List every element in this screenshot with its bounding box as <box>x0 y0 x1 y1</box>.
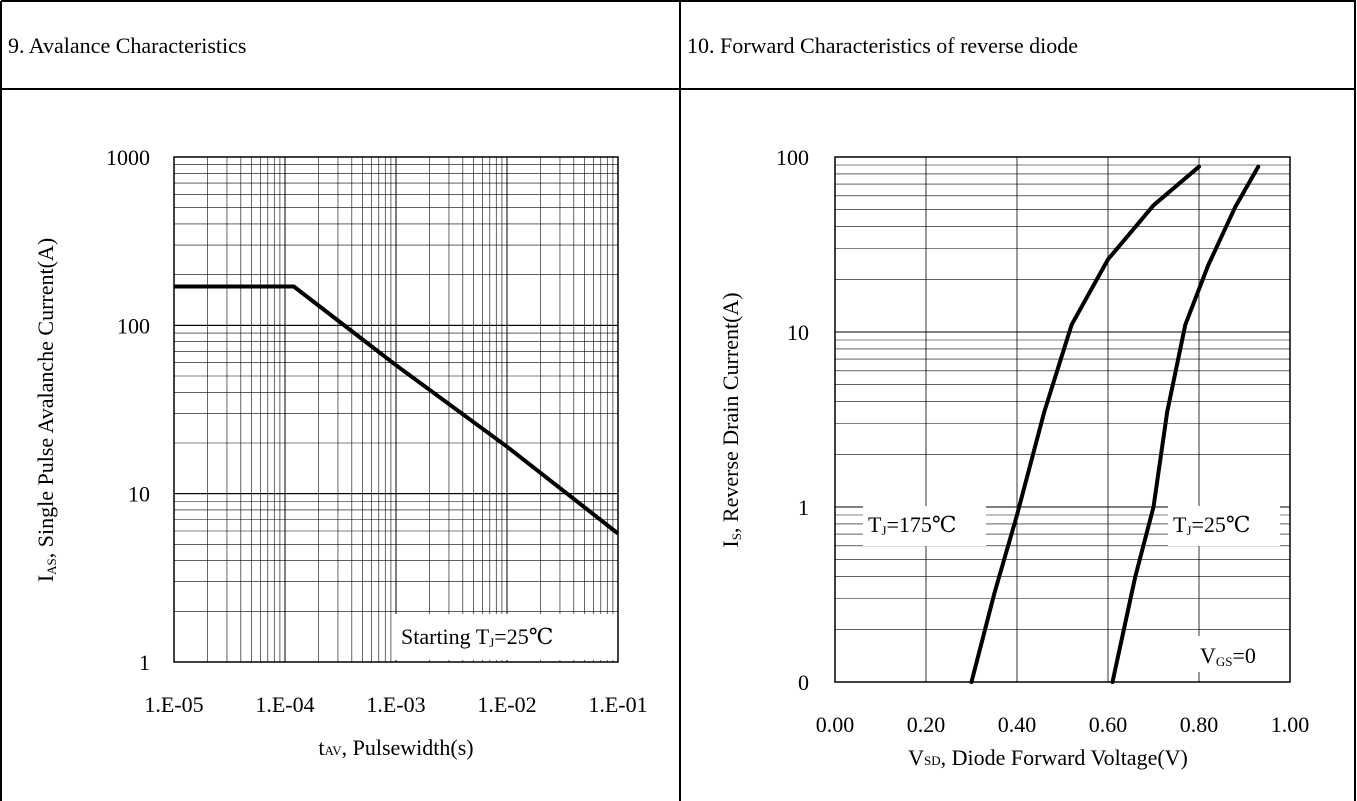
avalanche-x-tick-label: 1.E-03 <box>366 692 425 717</box>
avalanche-x-tick-label: 1.E-01 <box>588 692 647 717</box>
diode-y-tick-label: 100 <box>776 145 809 170</box>
avalanche-x-tick-label: 1.E-05 <box>144 692 203 717</box>
diode-annotation-175-bg <box>863 506 986 546</box>
diode-y-tick-labels: 0 1 10 100 <box>776 145 809 695</box>
avalanche-y-tick-labels: 1 10 100 1000 <box>106 145 150 675</box>
diode-y-axis-label: IS, Reverse Drain Current(A) <box>718 292 744 547</box>
diode-x-tick-label: 1.00 <box>1271 712 1310 737</box>
avalanche-x-axis-label: tAV, Pulsewidth(s) <box>318 735 473 760</box>
diode-annotation-vgs: VGS=0 <box>1200 643 1256 669</box>
diode-x-axis-label: VSD, Diode Forward Voltage(V) <box>908 745 1188 770</box>
diode-curve <box>1110 164 1261 684</box>
diode-y-tick-label: 1 <box>798 495 809 520</box>
diode-y-tick-label: 10 <box>787 320 809 345</box>
avalanche-y-axis-label: IAS, Single Pulse Avalanche Current(A) <box>33 238 59 582</box>
avalanche-y-tick-label: 1000 <box>106 145 150 170</box>
avalanche-x-tick-label: 1.E-04 <box>255 692 314 717</box>
diode-chart: 0 1 10 100 0.00 0.20 0.40 0.60 0.80 1.00 IS, Rev… <box>718 145 1309 770</box>
avalanche-y-tick-label: 100 <box>117 313 150 338</box>
diode-annotation-175: TJ=175℃ <box>868 512 957 538</box>
diode-x-tick-label: 0.20 <box>907 712 946 737</box>
avalanche-x-tick-labels: 1.E-05 1.E-04 1.E-03 1.E-02 1.E-01 <box>144 692 647 717</box>
diode-x-tick-label: 0.00 <box>816 712 855 737</box>
diode-x-tick-labels: 0.00 0.20 0.40 0.60 0.80 1.00 <box>816 712 1310 737</box>
right-panel-title: 10. Forward Characteristics of reverse d… <box>687 33 1078 58</box>
avalanche-annotation-bg <box>394 614 616 660</box>
diode-x-tick-label: 0.60 <box>1089 712 1128 737</box>
diode-annotation-vgs-bg <box>1196 636 1282 672</box>
avalanche-y-tick-label: 10 <box>128 482 150 507</box>
diode-series <box>969 164 1261 684</box>
diode-x-tick-label: 0.40 <box>998 712 1037 737</box>
avalanche-x-tick-label: 1.E-02 <box>477 692 536 717</box>
diode-y-tick-label: 0 <box>798 670 809 695</box>
avalanche-curve <box>174 284 620 536</box>
avalanche-annotation: Starting TJ=25℃ <box>401 624 553 650</box>
avalanche-plot-area <box>173 156 619 663</box>
diode-annotation-25: TJ=25℃ <box>1173 512 1251 538</box>
avalanche-grid <box>173 156 619 663</box>
diode-x-tick-label: 0.80 <box>1180 712 1219 737</box>
diode-plot-area <box>834 156 1291 683</box>
avalanche-series <box>174 284 620 536</box>
diode-annotation-25-bg <box>1168 506 1280 546</box>
diode-curve <box>969 164 1201 684</box>
left-panel-title: 9. Avalance Characteristics <box>8 33 246 58</box>
avalanche-y-tick-label: 1 <box>139 650 150 675</box>
